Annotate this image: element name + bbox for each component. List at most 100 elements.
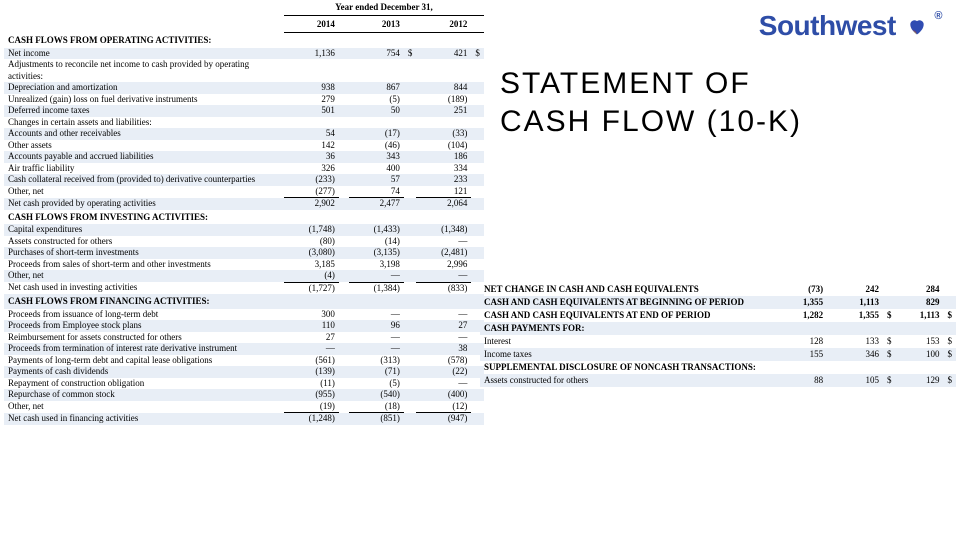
- cell-value: (104): [416, 140, 471, 152]
- currency-symbol: [404, 332, 417, 344]
- currency-symbol: [471, 59, 484, 82]
- currency-symbol: [471, 236, 484, 248]
- cell-value: 50: [349, 105, 404, 117]
- currency-symbol: [404, 401, 417, 413]
- cell-value: [416, 59, 471, 82]
- section-header: CASH FLOWS FROM OPERATING ACTIVITIES:: [4, 33, 484, 48]
- currency-symbol: $: [404, 48, 417, 60]
- cell-value: (189): [416, 94, 471, 106]
- row-label: Proceeds from issuance of long-term debt: [4, 309, 284, 321]
- cell-value: 284: [896, 283, 944, 296]
- cell-value: 2,902: [284, 198, 339, 210]
- cell-value: (400): [416, 389, 471, 401]
- cell-value: (3,080): [284, 247, 339, 259]
- cell-value: 2,477: [349, 198, 404, 210]
- year-col-2: 2012: [416, 15, 471, 33]
- row-label: Deferred income taxes: [4, 105, 284, 117]
- currency-symbol: [339, 140, 349, 152]
- row-label: Other, net: [4, 270, 284, 282]
- cell-value: 400: [349, 163, 404, 175]
- currency-symbol: [404, 270, 417, 282]
- row-label: Accounts payable and accrued liabilities: [4, 151, 284, 163]
- currency-symbol: [339, 332, 349, 344]
- currency-symbol: [339, 94, 349, 106]
- currency-symbol: [471, 151, 484, 163]
- cell-value: 233: [416, 174, 471, 186]
- cell-value: 346: [835, 348, 883, 361]
- currency-symbol: [339, 117, 349, 129]
- heart-icon: [907, 12, 927, 44]
- cell-value: (22): [416, 366, 471, 378]
- cell-value: (540): [349, 389, 404, 401]
- currency-symbol: [339, 163, 349, 175]
- cell-value: 754: [349, 48, 404, 60]
- cell-value: (5): [349, 378, 404, 390]
- currency-symbol: [404, 224, 417, 236]
- row-label: CASH PAYMENTS FOR:: [480, 322, 779, 335]
- cell-value: —: [416, 309, 471, 321]
- currency-symbol: [404, 378, 417, 390]
- currency-symbol: [883, 361, 896, 374]
- currency-symbol: [827, 374, 835, 387]
- currency-symbol: [471, 163, 484, 175]
- currency-symbol: [883, 283, 896, 296]
- cell-value: 326: [284, 163, 339, 175]
- currency-symbol: [404, 163, 417, 175]
- currency-symbol: [339, 366, 349, 378]
- cell-value: [835, 361, 883, 374]
- row-label: Other, net: [4, 401, 284, 413]
- currency-symbol: [339, 270, 349, 282]
- currency-symbol: [471, 401, 484, 413]
- currency-symbol: [404, 94, 417, 106]
- currency-symbol: $: [943, 374, 956, 387]
- currency-symbol: [404, 236, 417, 248]
- row-label: Accounts and other receivables: [4, 128, 284, 140]
- cell-value: 829: [896, 296, 944, 309]
- currency-symbol: [827, 361, 835, 374]
- cell-value: 1,282: [779, 309, 827, 322]
- row-label: CASH AND CASH EQUIVALENTS AT END OF PERI…: [480, 309, 779, 322]
- currency-symbol: $: [883, 335, 896, 348]
- cell-value: 2,064: [416, 198, 471, 210]
- currency-symbol: [339, 343, 349, 355]
- cell-value: (578): [416, 355, 471, 367]
- cell-value: 421: [416, 48, 471, 60]
- row-label: CASH AND CASH EQUIVALENTS AT BEGINNING O…: [480, 296, 779, 309]
- currency-symbol: [339, 105, 349, 117]
- cell-value: (3,135): [349, 247, 404, 259]
- cell-value: —: [416, 378, 471, 390]
- cell-value: (33): [416, 128, 471, 140]
- currency-symbol: [404, 259, 417, 271]
- cell-value: (833): [416, 282, 471, 294]
- title-line-2: CASH FLOW (10-K): [500, 103, 802, 141]
- row-label: Capital expenditures: [4, 224, 284, 236]
- cell-value: (1,727): [284, 282, 339, 294]
- currency-symbol: [827, 348, 835, 361]
- slide-title: STATEMENT OF CASH FLOW (10-K): [500, 65, 802, 140]
- cell-value: —: [416, 332, 471, 344]
- cell-value: 3,185: [284, 259, 339, 271]
- currency-symbol: [404, 59, 417, 82]
- currency-symbol: [404, 320, 417, 332]
- cell-value: 2,996: [416, 259, 471, 271]
- cell-value: (4): [284, 270, 339, 282]
- currency-symbol: [404, 140, 417, 152]
- cell-value: (11): [284, 378, 339, 390]
- cell-value: [284, 117, 339, 129]
- cell-value: 279: [284, 94, 339, 106]
- southwest-logo: Southwest ®: [759, 10, 942, 44]
- currency-symbol: [471, 224, 484, 236]
- cell-value: (14): [349, 236, 404, 248]
- cell-value: 251: [416, 105, 471, 117]
- year-col-1: 2013: [349, 15, 404, 33]
- currency-symbol: [339, 401, 349, 413]
- row-label: Proceeds from termination of interest ra…: [4, 343, 284, 355]
- currency-symbol: [471, 82, 484, 94]
- cell-value: (851): [349, 413, 404, 425]
- currency-symbol: [404, 355, 417, 367]
- currency-symbol: [404, 117, 417, 129]
- row-label: Adjustments to reconcile net income to c…: [4, 59, 284, 82]
- cell-value: 3,198: [349, 259, 404, 271]
- cell-value: 938: [284, 82, 339, 94]
- currency-symbol: [404, 186, 417, 198]
